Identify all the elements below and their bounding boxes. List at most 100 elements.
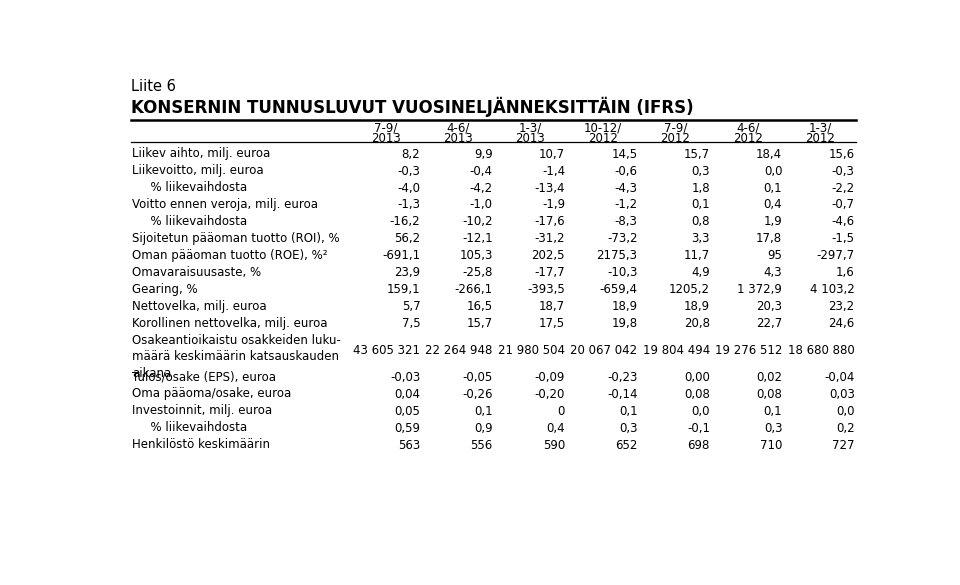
Text: -17,7: -17,7 — [535, 266, 565, 279]
Text: 0: 0 — [558, 405, 565, 418]
Text: 1205,2: 1205,2 — [669, 283, 709, 296]
Text: Gearing, %: Gearing, % — [132, 283, 198, 296]
Text: Osakeantioikaistu osakkeiden luku-
määrä keskimäärin katsauskauden
aikana: Osakeantioikaistu osakkeiden luku- määrä… — [132, 333, 341, 380]
Text: 15,6: 15,6 — [828, 147, 854, 161]
Text: 2013: 2013 — [516, 132, 545, 145]
Text: Henkilöstö keskimäärin: Henkilöstö keskimäärin — [132, 438, 271, 451]
Text: -266,1: -266,1 — [454, 283, 492, 296]
Text: % liikevaihdosta: % liikevaihdosta — [143, 181, 248, 194]
Text: -1,2: -1,2 — [614, 198, 637, 211]
Text: Sijoitetun pääoman tuotto (ROI), %: Sijoitetun pääoman tuotto (ROI), % — [132, 232, 340, 245]
Text: 0,2: 0,2 — [836, 422, 854, 435]
Text: 18,4: 18,4 — [756, 147, 782, 161]
Text: 0,3: 0,3 — [619, 422, 637, 435]
Text: 20,8: 20,8 — [684, 317, 709, 330]
Text: -4,6: -4,6 — [831, 215, 854, 228]
Text: 22 264 948: 22 264 948 — [425, 344, 492, 357]
Text: -0,09: -0,09 — [535, 371, 565, 384]
Text: 590: 590 — [542, 439, 565, 452]
Text: 20 067 042: 20 067 042 — [570, 344, 637, 357]
Text: 0,00: 0,00 — [684, 371, 709, 384]
Text: 4 103,2: 4 103,2 — [810, 283, 854, 296]
Text: -0,05: -0,05 — [463, 371, 492, 384]
Text: -1,3: -1,3 — [397, 198, 420, 211]
Text: 0,08: 0,08 — [756, 388, 782, 401]
Text: 0,4: 0,4 — [763, 198, 782, 211]
Text: 0,03: 0,03 — [828, 388, 854, 401]
Text: 556: 556 — [470, 439, 492, 452]
Text: 0,1: 0,1 — [763, 181, 782, 194]
Text: -4,2: -4,2 — [469, 181, 492, 194]
Text: -0,03: -0,03 — [390, 371, 420, 384]
Text: -0,7: -0,7 — [831, 198, 854, 211]
Text: -659,4: -659,4 — [599, 283, 637, 296]
Text: 19,8: 19,8 — [612, 317, 637, 330]
Text: -0,20: -0,20 — [535, 388, 565, 401]
Text: 563: 563 — [398, 439, 420, 452]
Text: -393,5: -393,5 — [527, 283, 565, 296]
Text: 16,5: 16,5 — [467, 300, 492, 313]
Text: -0,14: -0,14 — [607, 388, 637, 401]
Text: 95: 95 — [767, 249, 782, 262]
Text: 10,7: 10,7 — [539, 147, 565, 161]
Text: 18 680 880: 18 680 880 — [788, 344, 854, 357]
Text: 698: 698 — [687, 439, 709, 452]
Text: -1,9: -1,9 — [542, 198, 565, 211]
Text: 652: 652 — [615, 439, 637, 452]
Text: -691,1: -691,1 — [382, 249, 420, 262]
Text: 2012: 2012 — [660, 132, 690, 145]
Text: -0,3: -0,3 — [397, 164, 420, 178]
Text: 1,9: 1,9 — [763, 215, 782, 228]
Text: 0,0: 0,0 — [764, 164, 782, 178]
Text: 2175,3: 2175,3 — [596, 249, 637, 262]
Text: 15,7: 15,7 — [684, 147, 709, 161]
Text: 159,1: 159,1 — [387, 283, 420, 296]
Text: Oma pääoma/osake, euroa: Oma pääoma/osake, euroa — [132, 387, 292, 401]
Text: 17,8: 17,8 — [756, 232, 782, 245]
Text: 1-3/: 1-3/ — [808, 122, 831, 135]
Text: Liikevoitto, milj. euroa: Liikevoitto, milj. euroa — [132, 164, 264, 177]
Text: 105,3: 105,3 — [459, 249, 492, 262]
Text: Tulos/osake (EPS), euroa: Tulos/osake (EPS), euroa — [132, 370, 276, 384]
Text: 7-9/: 7-9/ — [663, 122, 687, 135]
Text: -0,1: -0,1 — [687, 422, 709, 435]
Text: 0,8: 0,8 — [691, 215, 709, 228]
Text: 3,3: 3,3 — [691, 232, 709, 245]
Text: Omavaraisuusaste, %: Omavaraisuusaste, % — [132, 266, 261, 279]
Text: -31,2: -31,2 — [535, 232, 565, 245]
Text: 0,59: 0,59 — [395, 422, 420, 435]
Text: -0,3: -0,3 — [831, 164, 854, 178]
Text: 7,5: 7,5 — [401, 317, 420, 330]
Text: 0,9: 0,9 — [474, 422, 492, 435]
Text: 2012: 2012 — [805, 132, 835, 145]
Text: 18,9: 18,9 — [684, 300, 709, 313]
Text: 4,3: 4,3 — [763, 266, 782, 279]
Text: -16,2: -16,2 — [390, 215, 420, 228]
Text: 19 276 512: 19 276 512 — [715, 344, 782, 357]
Text: -4,0: -4,0 — [397, 181, 420, 194]
Text: 1,6: 1,6 — [836, 266, 854, 279]
Text: 4,9: 4,9 — [691, 266, 709, 279]
Text: % liikevaihdosta: % liikevaihdosta — [143, 421, 248, 434]
Text: 0,04: 0,04 — [395, 388, 420, 401]
Text: 0,1: 0,1 — [763, 405, 782, 418]
Text: 0,0: 0,0 — [691, 405, 709, 418]
Text: -0,26: -0,26 — [462, 388, 492, 401]
Text: 21 980 504: 21 980 504 — [498, 344, 565, 357]
Text: 4-6/: 4-6/ — [446, 122, 469, 135]
Text: 0,08: 0,08 — [684, 388, 709, 401]
Text: -1,4: -1,4 — [542, 164, 565, 178]
Text: 1-3/: 1-3/ — [518, 122, 542, 135]
Text: 727: 727 — [832, 439, 854, 452]
Text: -0,04: -0,04 — [825, 371, 854, 384]
Text: 22,7: 22,7 — [756, 317, 782, 330]
Text: 5,7: 5,7 — [401, 300, 420, 313]
Text: 20,3: 20,3 — [756, 300, 782, 313]
Text: -13,4: -13,4 — [535, 181, 565, 194]
Text: 0,02: 0,02 — [756, 371, 782, 384]
Text: 2013: 2013 — [371, 132, 400, 145]
Text: 2012: 2012 — [732, 132, 762, 145]
Text: Liikev aihto, milj. euroa: Liikev aihto, milj. euroa — [132, 147, 271, 160]
Text: 0,1: 0,1 — [619, 405, 637, 418]
Text: -0,4: -0,4 — [469, 164, 492, 178]
